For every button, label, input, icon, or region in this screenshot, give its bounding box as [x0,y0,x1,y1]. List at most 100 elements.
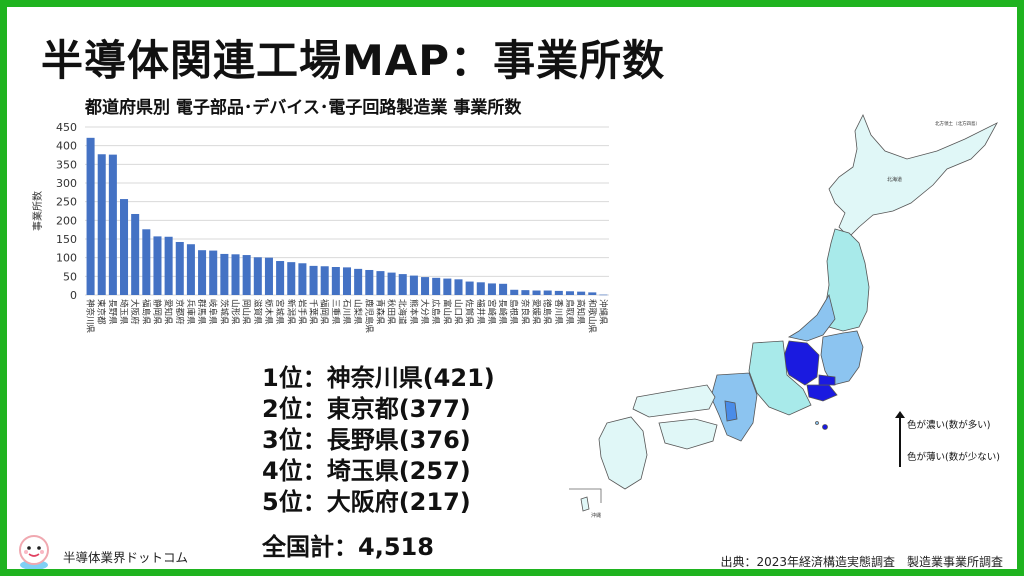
bar [342,267,352,295]
bar [487,283,496,295]
bar [242,255,251,295]
map-region-tohoku [824,228,870,332]
rank-1: 1位：神奈川県(421) [262,364,495,392]
okinawa-inset: 沖縄 [569,488,602,519]
bar [253,257,262,295]
bar [577,291,586,295]
x-tick-label: 徳島県 [542,299,553,325]
x-tick-label: 青森県 [374,299,385,325]
y-tick-label: 150 [56,233,77,246]
x-tick-label: 熊本県 [408,299,419,325]
y-tick-label: 450 [56,121,77,134]
x-tick-label: 神奈川県 [85,299,96,334]
x-tick-label: 秋田県 [386,299,397,325]
x-tick-label: 東京都 [96,299,107,325]
map-legend: 色が濃い(数が多い) 色が薄い(数が少ない) [891,411,1017,471]
x-tick-label: 新潟県 [285,299,296,325]
x-tick-label: 山形県 [230,299,241,325]
bar [398,274,407,295]
bar [409,275,418,295]
bar [543,290,552,295]
bar [287,262,296,295]
bar [421,277,430,295]
bar [86,137,95,295]
bar [309,265,318,295]
x-tick-label: 北海道 [397,299,408,325]
x-tick-label: 茨城県 [218,299,229,325]
y-tick-label: 350 [56,158,77,171]
bar [387,272,396,295]
legend-arrow-icon [895,411,905,467]
page-title: 半導体関連工場MAP：事業所数 [41,36,666,85]
x-tick-label: 島根県 [508,299,519,325]
bar [209,250,218,295]
map-region-kyushu [598,416,648,490]
legend-dark-label: 色が濃い(数が多い) [907,420,991,431]
x-tick-label: 滋賀県 [252,299,263,325]
bar [521,290,530,295]
x-tick-label: 鳥取県 [564,299,575,325]
bar [554,290,563,295]
x-tick-label: 福岡県 [319,299,330,325]
bar [499,283,508,295]
map-region-chugoku [632,384,716,418]
y-tick-label: 200 [56,214,77,227]
bar [320,266,329,295]
x-tick-label: 栃木県 [263,299,274,325]
bar [588,292,597,295]
map-region-niigata [787,293,836,342]
x-tick-label: 福島県 [140,299,151,325]
x-tick-label: 和歌山県 [586,299,597,334]
map-island [815,421,819,425]
bar [108,154,117,295]
bar [376,271,385,295]
x-tick-label: 岡山県 [241,299,252,325]
bar [186,244,195,295]
bar [465,281,474,295]
bar [198,250,207,295]
map-label-hokkaido: 北海道 [887,176,902,183]
x-tick-label: 大阪府 [129,299,140,325]
map-region-hokkaido [828,114,998,238]
x-tick-label: 岐阜県 [207,299,218,325]
japan-map: 北海道 北方領土（北方四島） 沖縄 [569,114,998,519]
ranking-list: 1位：神奈川県(421) 2位：東京都(377) 3位：長野県(376) 4位：… [262,363,495,518]
map-label-okinawa: 沖縄 [591,512,601,519]
bar [599,294,608,296]
bar [565,291,574,295]
map-region-kanagawa [806,384,838,402]
x-tick-label: 沖縄県 [597,299,608,325]
y-tick-label: 300 [56,177,77,190]
source-note: 出典：2023年経済構造実態調査 製造業事業所調査 [720,555,1003,569]
y-tick-label: 100 [56,252,77,265]
x-tick-label: 山梨県 [352,299,363,325]
map-region-osaka [724,400,738,422]
legend-light-label: 色が薄い(数が少ない) [907,452,1000,463]
x-tick-label: 宮崎県 [486,299,497,325]
x-tick-label: 静岡県 [151,299,162,325]
x-tick-label: 兵庫県 [185,299,196,325]
bar [432,277,441,295]
chart-subtitle: 都道府県別 電子部品･デバイス･電子回路製造業 事業所数 [85,98,522,118]
bar [298,263,307,295]
y-tick-label: 400 [56,140,77,153]
bar [532,290,541,295]
rank-2: 2位：東京都(377) [262,395,471,423]
bar [153,236,162,295]
bar [354,268,363,295]
bar [510,289,519,295]
bar [120,199,129,295]
bar [331,267,340,295]
bar [231,254,240,295]
map-island [822,424,828,430]
x-tick-label: 鹿児島県 [363,299,374,334]
x-tick-label: 佐賀県 [464,299,475,325]
map-region-kanto [820,330,864,386]
bar [264,257,273,295]
x-tick-label: 埼玉県 [118,299,129,325]
x-tick-label: 長崎県 [497,299,508,325]
x-tick-label: 高知県 [575,299,586,325]
y-tick-label: 250 [56,196,77,209]
map-region-chubu [748,340,812,416]
